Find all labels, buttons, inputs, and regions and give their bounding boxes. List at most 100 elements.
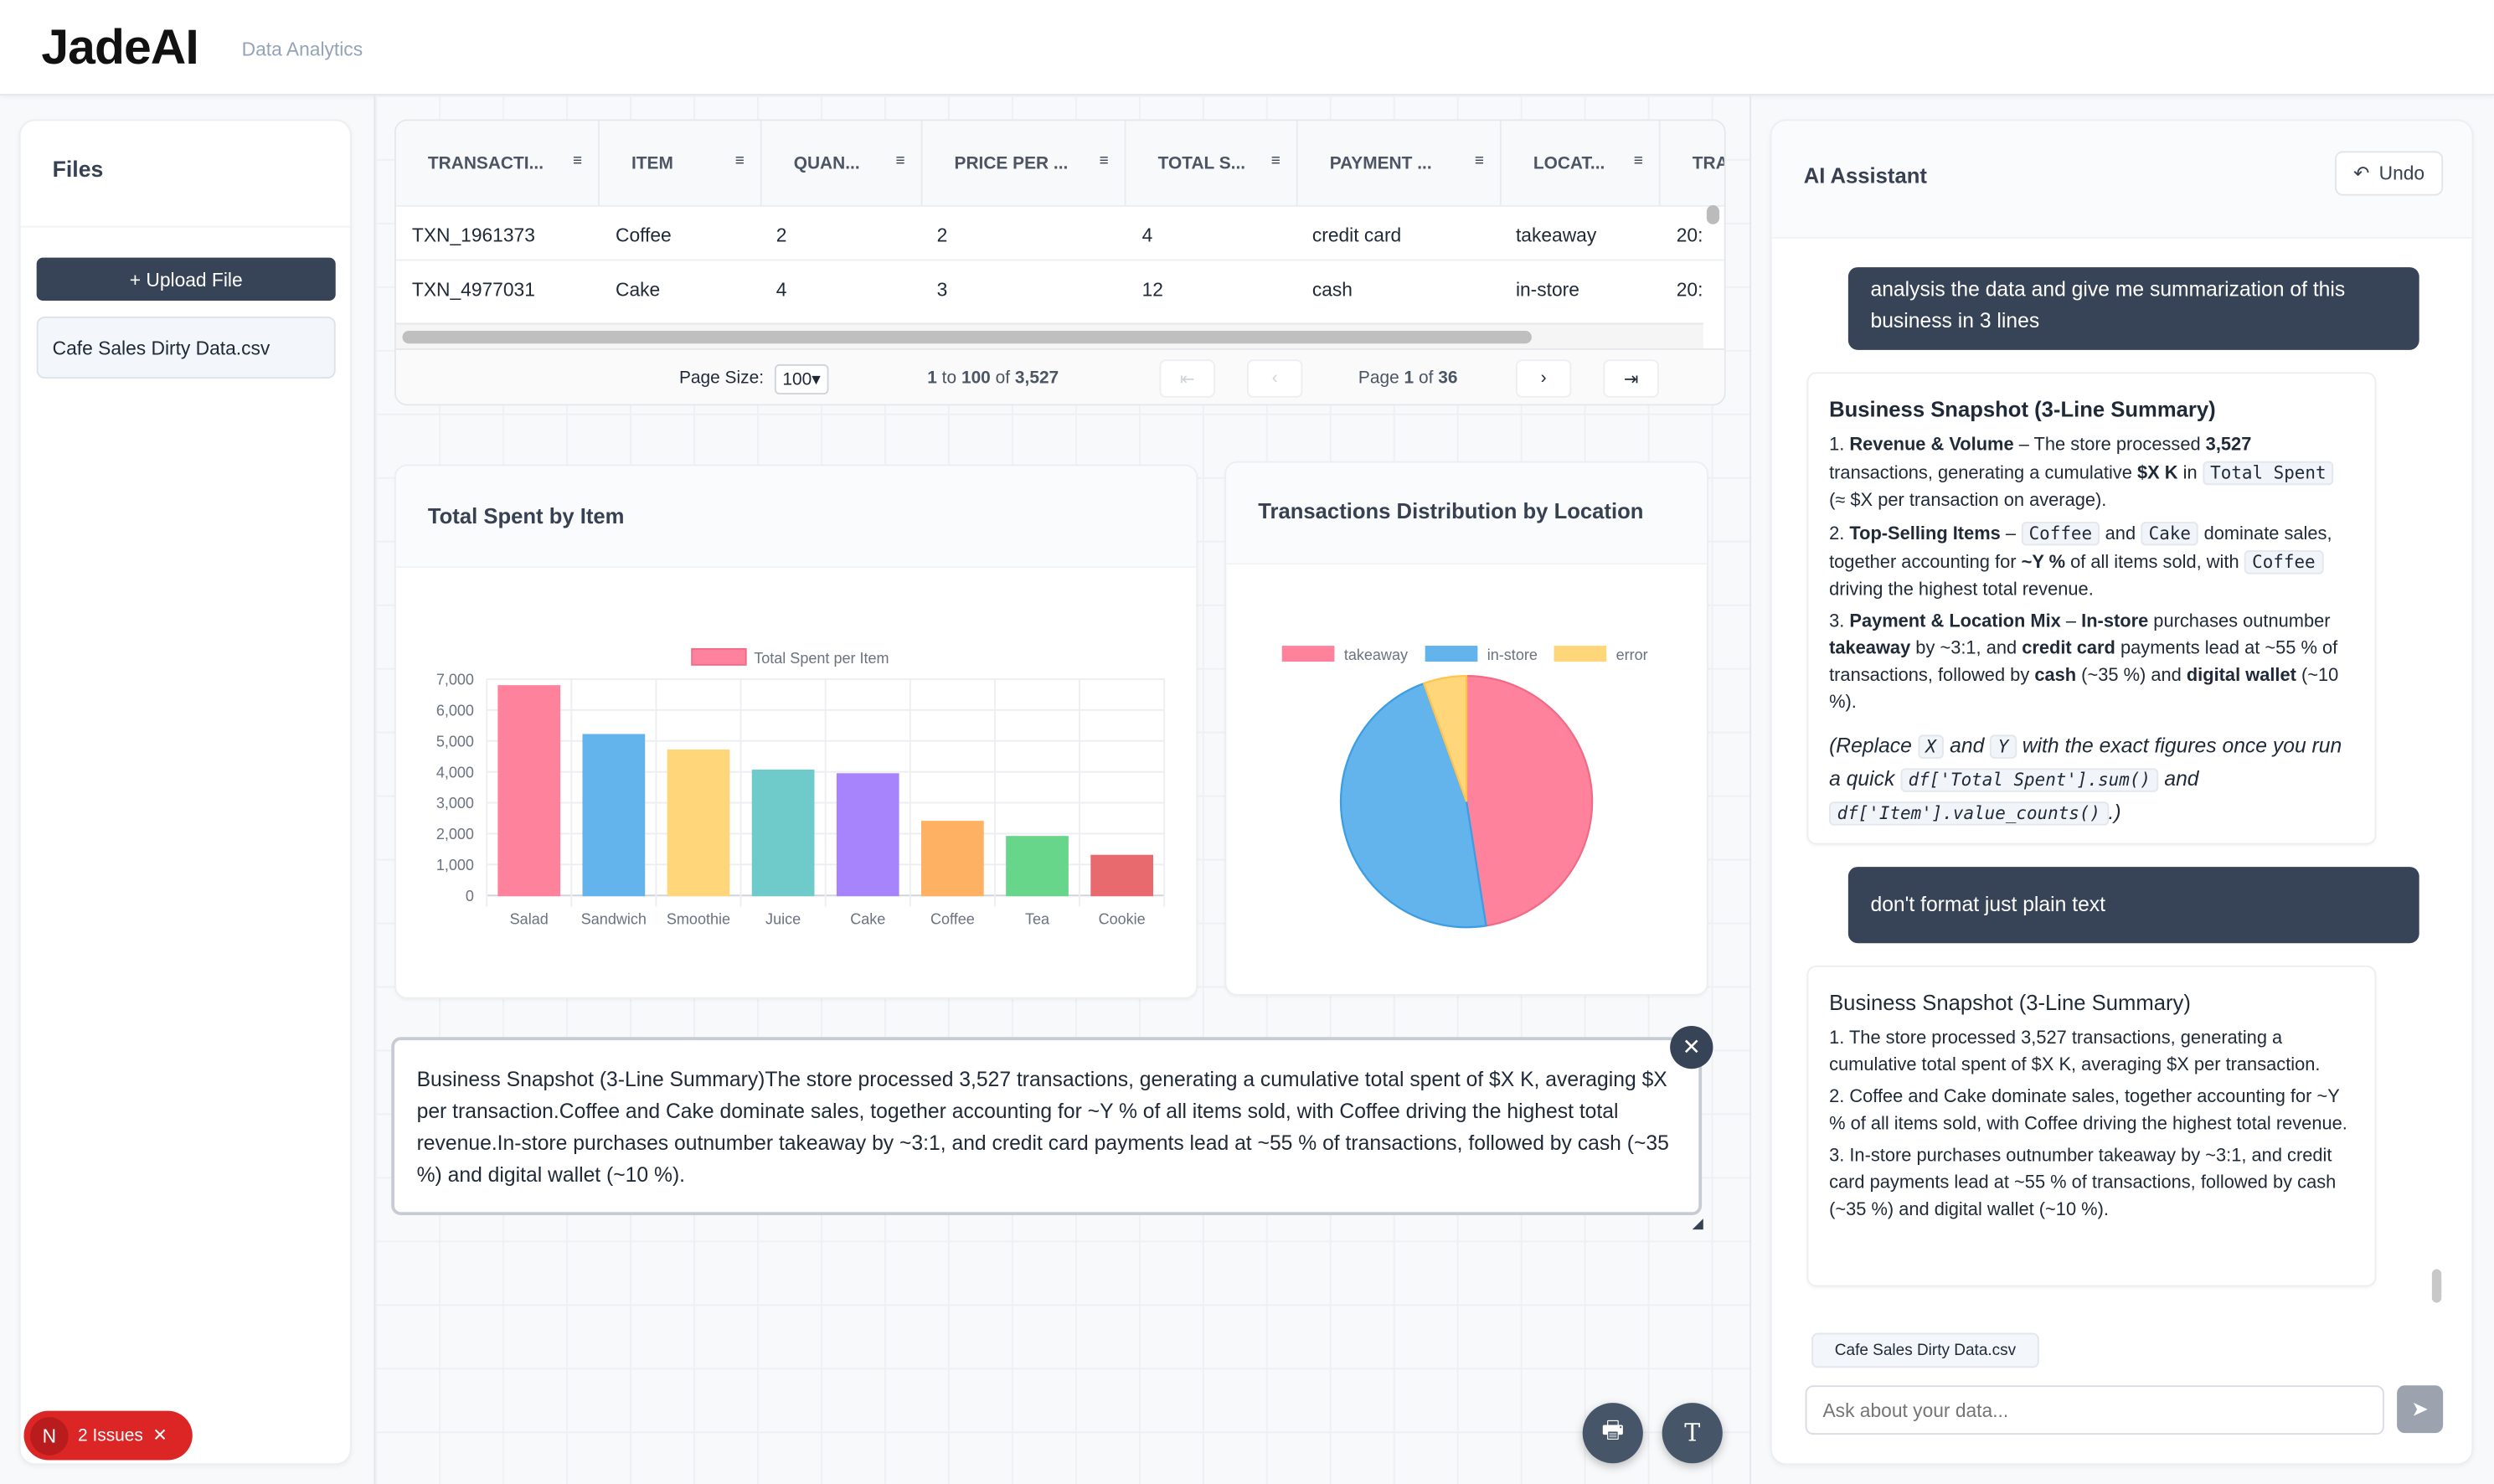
x-tick-label: Smoothie (667, 910, 730, 927)
files-title: Files (52, 156, 104, 182)
column-header[interactable]: TRANSACTI... ≡ (395, 121, 600, 205)
table-cell: credit card (1311, 224, 1402, 247)
prev-page-button[interactable]: ‹ (1246, 359, 1303, 398)
table-cell: TXN_4977031 (411, 278, 535, 301)
resize-handle-icon[interactable]: ◢ (1692, 1214, 1703, 1231)
filter-icon[interactable]: ≡ (1633, 152, 1643, 171)
column-label: TRANSACTI... (427, 154, 544, 174)
pie-chart-card: Transactions Distribution by Location ta… (1224, 461, 1708, 996)
table-row[interactable]: TXN_1961373 Coffee 2 2 4 credit card tak… (395, 204, 1724, 260)
bar-juice[interactable] (751, 769, 815, 897)
column-label: ITEM (631, 154, 673, 174)
filter-icon[interactable]: ≡ (573, 152, 583, 171)
vertical-scrollbar[interactable] (1706, 204, 1720, 224)
y-tick-label: 6,000 (436, 703, 474, 719)
card-header (1226, 462, 1707, 565)
upload-file-button[interactable]: + Upload File (36, 257, 336, 301)
page-size-label: Page Size: (678, 368, 765, 389)
column-header[interactable]: ITEM ≡ (599, 121, 762, 205)
first-page-button[interactable]: ⇤ (1159, 359, 1215, 398)
send-button[interactable]: ➤ (2397, 1385, 2444, 1434)
bar-tea[interactable] (1006, 836, 1069, 897)
printer-icon: 🖶 (1601, 1416, 1625, 1444)
x-tick-label: Sandwich (581, 910, 647, 927)
last-page-button[interactable]: ⇥ (1603, 359, 1659, 398)
page-size-select[interactable]: 100▾ (774, 363, 829, 395)
page-size-value: 100 (782, 370, 812, 390)
app-header: JadeAI Data Analytics (0, 0, 2494, 95)
divider (1771, 236, 2472, 239)
pie-slice-error[interactable] (1422, 675, 1468, 802)
next-page-button[interactable]: › (1515, 359, 1572, 398)
y-tick-label: 5,000 (436, 733, 474, 750)
row-range: 1 to 100 of 3,527 (927, 368, 1059, 389)
reply-heading: Business Snapshot (3-Line Summary) (1829, 397, 2216, 422)
table-row[interactable]: TXN_4977031 Cake 4 3 12 cash in-store 20… (395, 259, 1724, 314)
column-label: QUAN... (793, 154, 860, 174)
bar-chart-card: Total Spent by Item Total Spent per Item… (394, 464, 1198, 999)
bar-coffee[interactable] (921, 821, 984, 897)
bar-chart: Total Spent per Item 0 1,000 2,000 3,000 4,00… (436, 647, 1166, 927)
text-icon: T (1684, 1419, 1701, 1448)
reply-line: 3. In-store purchases outnumber takeaway… (1829, 1146, 2337, 1220)
legend-label: takeaway (1344, 647, 1408, 663)
table-cell: 2 (936, 224, 948, 247)
chat-input[interactable] (1805, 1385, 2384, 1435)
bar-cookie[interactable] (1090, 854, 1154, 897)
assistant-title: AI Assistant (1803, 163, 1927, 188)
attached-file-chip[interactable]: Cafe Sales Dirty Data.csv (1811, 1332, 2039, 1368)
table-cell: Cake (615, 278, 661, 301)
bar-salad[interactable] (497, 685, 561, 897)
next-logo-icon: N (30, 1416, 69, 1455)
column-header[interactable]: LOCAT... ≡ (1501, 121, 1661, 205)
column-header[interactable]: TOTAL S... ≡ (1126, 121, 1298, 205)
pie-slice-in-store[interactable] (1339, 682, 1487, 929)
table-cell: 12 (1141, 278, 1163, 301)
column-header[interactable]: QUAN... ≡ (761, 121, 923, 205)
table-cell: 20: (1676, 224, 1703, 247)
pie-slice-takeaway[interactable] (1465, 675, 1594, 927)
divider (20, 225, 350, 228)
summary-textbox[interactable]: Business Snapshot (3-Line Summary)The st… (391, 1037, 1703, 1215)
data-table: TRANSACTI... ≡ ITEM ≡ QUAN... ≡ PRICE PER ... ≡… (394, 119, 1726, 406)
filter-icon[interactable]: ≡ (734, 152, 745, 171)
table-cell: 4 (1141, 224, 1153, 247)
column-header[interactable]: PAYMENT ... ≡ (1297, 121, 1502, 205)
filter-icon[interactable]: ≡ (895, 152, 905, 171)
table-cell: TXN_1961373 (411, 224, 535, 247)
print-button[interactable]: 🖶 (1582, 1403, 1643, 1464)
table-cell: takeaway (1515, 224, 1597, 247)
table-cell: in-store (1515, 278, 1579, 301)
horizontal-scrollbar[interactable] (402, 331, 1532, 344)
bar-sandwich[interactable] (582, 734, 646, 897)
issues-badge[interactable]: N 2 Issues ✕ (23, 1410, 193, 1461)
table-cell: Coffee (615, 224, 672, 247)
column-header[interactable]: PRICE PER ... ≡ (922, 121, 1126, 205)
legend-label: in-store (1487, 647, 1538, 663)
logo: JadeAI (41, 18, 198, 75)
legend-label: Total Spent per Item (754, 650, 889, 667)
close-textbox-button[interactable]: ✕ (1670, 1025, 1713, 1069)
filter-icon[interactable]: ≡ (1270, 152, 1280, 171)
bar-smoothie[interactable] (667, 749, 730, 897)
reply-note: (Replace X and Y with the exact figures … (1829, 733, 2342, 826)
text-tool-button[interactable]: T (1662, 1403, 1723, 1464)
legend-swatch (1554, 646, 1607, 662)
assistant-message: Business Snapshot (3-Line Summary) 1. Th… (1806, 965, 2377, 1287)
filter-icon[interactable]: ≡ (1099, 152, 1109, 171)
pie-chart-title: Transactions Distribution by Location (1258, 499, 1644, 523)
table-cell: 4 (776, 278, 787, 301)
x-tick-label: Juice (765, 910, 801, 927)
chat-scrollbar[interactable] (2431, 1269, 2442, 1303)
close-icon[interactable]: ✕ (152, 1426, 167, 1446)
undo-button[interactable]: ↶ Undo (2335, 151, 2444, 196)
table-cell: 3 (936, 278, 948, 301)
filter-icon[interactable]: ≡ (1474, 152, 1484, 171)
x-tick-label: Salad (510, 910, 549, 927)
reply-line: 1. The store processed 3,527 transaction… (1829, 1028, 2321, 1075)
file-item[interactable]: Cafe Sales Dirty Data.csv (36, 316, 336, 379)
table-cell: cash (1311, 278, 1353, 301)
bar-cake[interactable] (836, 773, 899, 897)
column-header[interactable]: TRA (1660, 121, 1724, 205)
undo-icon: ↶ (2353, 162, 2370, 185)
